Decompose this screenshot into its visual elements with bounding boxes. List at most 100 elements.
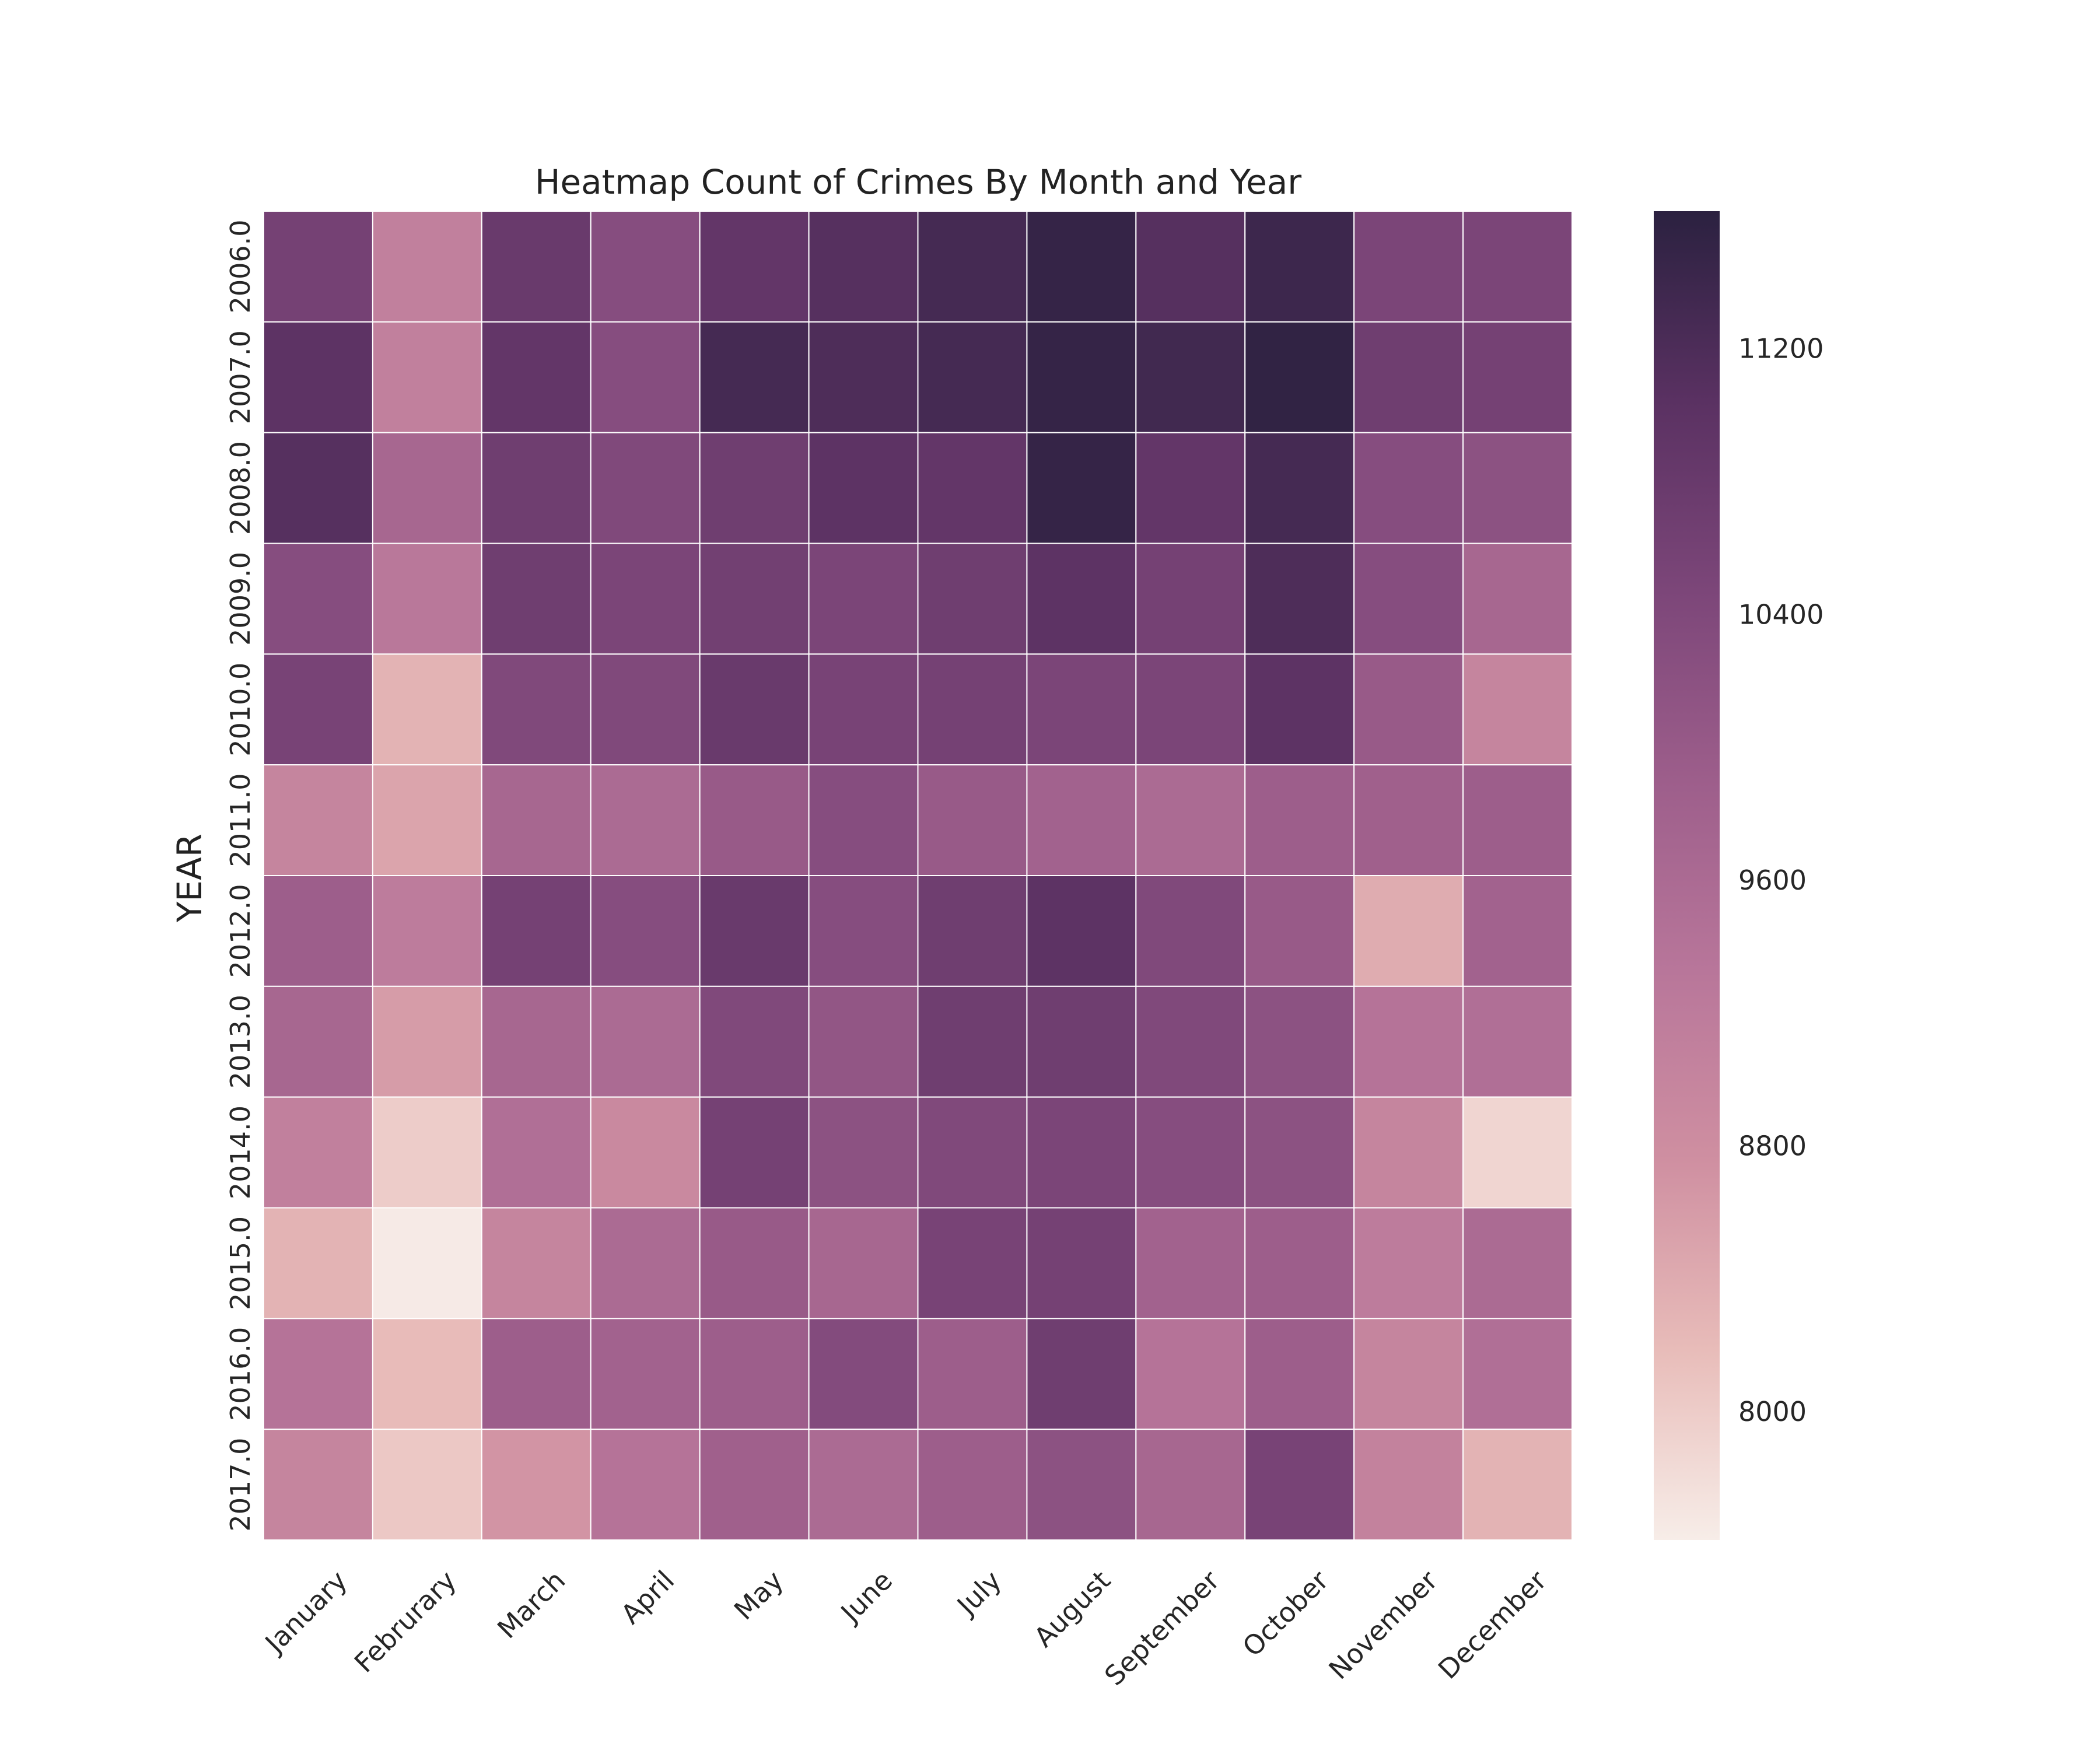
heatmap-cell bbox=[1244, 211, 1355, 323]
heatmap-cell bbox=[590, 1429, 701, 1541]
heatmap-cell bbox=[808, 653, 919, 766]
heatmap-cell bbox=[808, 211, 919, 323]
heatmap-cell bbox=[917, 1096, 1028, 1209]
heatmap-cell bbox=[699, 1429, 810, 1541]
x-tick-label: Februrary bbox=[348, 1564, 463, 1679]
heatmap-cell bbox=[808, 764, 919, 876]
heatmap-cell bbox=[1462, 1096, 1573, 1209]
heatmap-cell bbox=[1026, 1429, 1137, 1541]
heatmap-cell bbox=[1353, 321, 1464, 433]
heatmap-cell bbox=[1353, 985, 1464, 1098]
heatmap-cell bbox=[372, 1096, 482, 1209]
y-tick-label: 2013.0 bbox=[225, 995, 256, 1088]
heatmap-cell bbox=[590, 1318, 701, 1430]
heatmap-cell bbox=[1135, 1429, 1246, 1541]
heatmap-cell bbox=[263, 1207, 373, 1320]
heatmap-cell bbox=[917, 1318, 1028, 1430]
y-axis-label: YEAR bbox=[170, 834, 209, 923]
x-tick-label: July bbox=[950, 1564, 1007, 1622]
x-tick-label: September bbox=[1098, 1564, 1226, 1692]
x-tick-label: October bbox=[1236, 1564, 1334, 1662]
heatmap-cell bbox=[263, 653, 373, 766]
heatmap-cell bbox=[590, 432, 701, 544]
heatmap-cell bbox=[1026, 1318, 1137, 1430]
heatmap-cell bbox=[1353, 1429, 1464, 1541]
heatmap-cell bbox=[1462, 875, 1573, 987]
heatmap-cell bbox=[372, 542, 482, 655]
heatmap-cell bbox=[1244, 1429, 1355, 1541]
heatmap-cell bbox=[917, 875, 1028, 987]
heatmap-cell bbox=[808, 432, 919, 544]
y-tick-label: 2017.0 bbox=[225, 1438, 256, 1532]
heatmap-cell bbox=[481, 211, 592, 323]
heatmap-cell bbox=[808, 875, 919, 987]
y-tick-label: 2008.0 bbox=[225, 441, 256, 535]
heatmap-cell bbox=[699, 321, 810, 433]
heatmap-cell bbox=[372, 764, 482, 876]
heatmap-cell bbox=[372, 1429, 482, 1541]
y-tick-label: 2011.0 bbox=[225, 774, 256, 867]
heatmap-cell bbox=[917, 764, 1028, 876]
colorbar bbox=[1654, 211, 1720, 1540]
heatmap-cell bbox=[590, 1207, 701, 1320]
heatmap-cell bbox=[1244, 1207, 1355, 1320]
x-tick-label: May bbox=[728, 1564, 789, 1626]
y-tick-label: 2015.0 bbox=[225, 1216, 256, 1310]
heatmap-cell bbox=[1135, 321, 1246, 433]
x-tick-label: December bbox=[1432, 1564, 1553, 1685]
heatmap-cell bbox=[1244, 1318, 1355, 1430]
heatmap-cell bbox=[1462, 1207, 1573, 1320]
heatmap-cell bbox=[263, 1096, 373, 1209]
heatmap-cell bbox=[917, 1429, 1028, 1541]
heatmap-cell bbox=[1462, 985, 1573, 1098]
heatmap-cell bbox=[808, 542, 919, 655]
heatmap-cell bbox=[481, 1318, 592, 1430]
heatmap-cell bbox=[699, 875, 810, 987]
heatmap-cell bbox=[1353, 1207, 1464, 1320]
y-tick-label: 2006.0 bbox=[225, 219, 256, 313]
heatmap-cell bbox=[263, 211, 373, 323]
heatmap-cell bbox=[1026, 321, 1137, 433]
heatmap-cell bbox=[699, 1207, 810, 1320]
x-tick-label: August bbox=[1028, 1564, 1116, 1653]
heatmap-cell bbox=[1244, 321, 1355, 433]
heatmap-cell bbox=[481, 653, 592, 766]
heatmap-cell bbox=[481, 321, 592, 433]
heatmap-cell bbox=[481, 542, 592, 655]
heatmap-cell bbox=[1462, 432, 1573, 544]
heatmap-cell bbox=[372, 653, 482, 766]
heatmap-cell bbox=[481, 985, 592, 1098]
heatmap-cell bbox=[1135, 875, 1246, 987]
heatmap-cell bbox=[372, 1207, 482, 1320]
heatmap-cell bbox=[1353, 1096, 1464, 1209]
heatmap-cell bbox=[917, 321, 1028, 433]
heatmap-cell bbox=[1135, 1318, 1246, 1430]
heatmap-cell bbox=[1462, 542, 1573, 655]
heatmap-cell bbox=[1353, 211, 1464, 323]
heatmap-cell bbox=[917, 1207, 1028, 1320]
y-tick-label: 2016.0 bbox=[225, 1327, 256, 1421]
heatmap-cell bbox=[1135, 985, 1246, 1098]
x-tick-label: January bbox=[258, 1564, 354, 1660]
heatmap-cell bbox=[1026, 432, 1137, 544]
heatmap-cell bbox=[917, 211, 1028, 323]
heatmap-cell bbox=[590, 875, 701, 987]
heatmap-cell bbox=[1353, 653, 1464, 766]
heatmap-cell bbox=[263, 875, 373, 987]
heatmap-cell bbox=[481, 1207, 592, 1320]
heatmap-cell bbox=[1353, 542, 1464, 655]
heatmap-cell bbox=[917, 432, 1028, 544]
heatmap-cell bbox=[1026, 653, 1137, 766]
y-tick-label: 2010.0 bbox=[225, 663, 256, 757]
colorbar-tick-label: 10400 bbox=[1738, 598, 1824, 630]
heatmap-cell bbox=[590, 211, 701, 323]
colorbar-tick-label: 11200 bbox=[1738, 333, 1824, 365]
heatmap-cell bbox=[1026, 764, 1137, 876]
heatmap-cell bbox=[590, 321, 701, 433]
heatmap-cell bbox=[1244, 653, 1355, 766]
heatmap-cell bbox=[808, 985, 919, 1098]
heatmap-cell bbox=[699, 432, 810, 544]
colorbar-tick-labels: 8000 8800 9600 10400 11200 bbox=[1738, 333, 1824, 1427]
heatmap-cell bbox=[481, 1096, 592, 1209]
